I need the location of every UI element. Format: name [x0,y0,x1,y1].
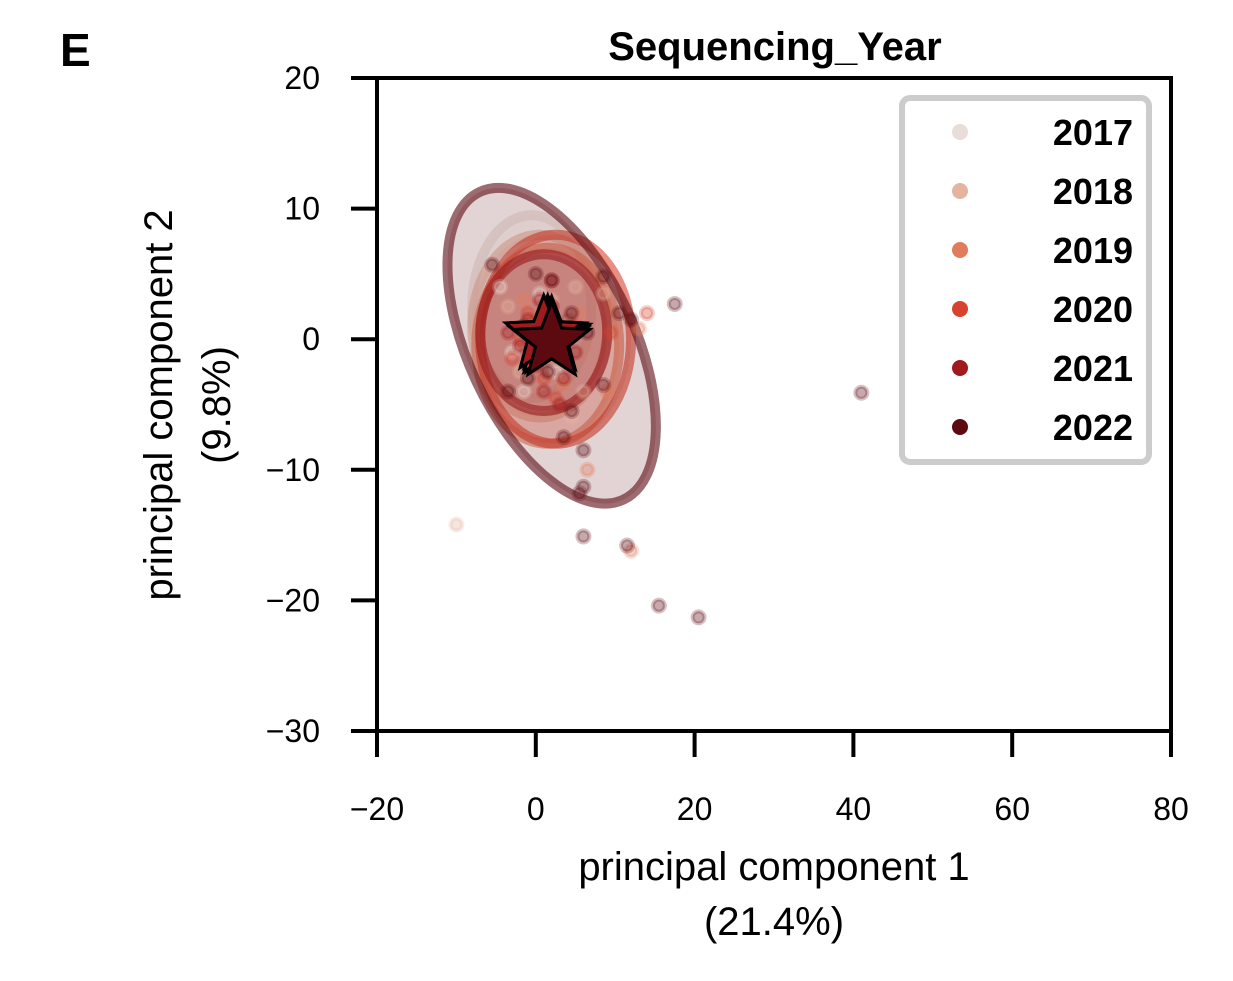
data-point-2019 [599,383,616,400]
legend-items: 2017 2018 2019 2020 2021 2022 [952,112,1133,448]
data-point-2017 [503,344,520,361]
data-point-2021 [535,383,552,400]
data-point-2022 [527,265,544,282]
data-point-2019 [571,305,588,322]
data-point-2017 [515,383,532,400]
data-point-2022 [595,268,612,285]
data-point-2022 [575,442,592,459]
data-point-2022 [853,384,870,401]
data-point-2020 [603,324,620,341]
data-points [448,256,870,626]
x-axis-ticks: −20 0 20 40 60 80 [350,731,1189,827]
data-point-2017 [547,363,564,380]
data-point-2018 [595,285,612,302]
y-axis-label-percent: (9.8%) [195,346,239,464]
y-axis-label: principal component 2 [137,209,181,600]
legend-label-2021: 2021 [1053,348,1133,389]
y-tick-label: −30 [266,713,320,749]
data-point-2019 [623,542,640,559]
data-point-2018 [575,383,592,400]
y-tick-label: 0 [302,321,320,357]
legend-label-2018: 2018 [1053,171,1133,212]
data-point-2022 [623,311,640,328]
data-point-2018 [563,409,580,426]
data-point-2020 [638,305,655,322]
legend-label-2020: 2020 [1053,289,1133,330]
x-axis-label: principal component 1 [578,845,969,889]
legend-marker-2019 [952,242,968,258]
data-point-2021 [551,396,568,413]
x-tick-label: −20 [350,791,404,827]
data-point-2018 [500,298,517,315]
data-point-2020 [535,370,552,387]
data-point-2022 [666,295,683,312]
y-tick-label: 20 [284,60,320,96]
data-point-2022 [575,528,592,545]
x-tick-label: 40 [836,791,872,827]
x-tick-label: 20 [677,791,713,827]
legend-marker-2018 [952,183,968,199]
data-point-2022 [563,305,580,322]
data-point-2020 [547,389,564,406]
legend-label-2019: 2019 [1053,230,1133,271]
data-point-2019 [631,320,648,337]
data-point-2020 [503,350,520,367]
legend-label-2017: 2017 [1053,112,1133,153]
legend-label-2022: 2022 [1053,407,1133,448]
y-tick-label: 10 [284,191,320,227]
data-point-2020 [519,305,536,322]
data-point-2022 [543,272,560,289]
x-axis-label-percent: (21.4%) [704,900,844,944]
centroid-stars [501,291,594,378]
data-point-2017 [492,278,509,295]
data-point-2022 [484,256,501,273]
legend-marker-2021 [952,360,968,376]
legend: 2017 2018 2019 2020 2021 2022 [899,95,1152,465]
y-tick-label: −20 [266,582,320,618]
x-tick-label: 60 [994,791,1030,827]
chart-title: Sequencing_Year [608,25,941,69]
data-point-2022 [571,485,588,502]
plot-frame [375,76,1173,733]
data-point-2022 [690,609,707,626]
data-point-2019 [555,376,572,393]
y-tick-label: −10 [266,452,320,488]
plot-area [442,182,870,626]
data-point-2022 [539,363,556,380]
panel-label: E [60,24,91,76]
data-point-2019 [515,292,532,309]
centroid-star-2022 [509,297,594,378]
data-point-2022 [619,537,636,554]
data-point-2019 [579,461,596,478]
data-point-2021 [555,370,572,387]
legend-marker-2017 [952,124,968,140]
data-point-2022 [563,403,580,420]
data-point-2018 [448,516,465,533]
data-point-2022 [650,597,667,614]
data-point-2022 [595,376,612,393]
data-point-2022 [500,383,517,400]
data-point-2022 [555,429,572,446]
data-point-2022 [611,305,628,322]
data-point-2021 [543,272,560,289]
data-point-2022 [575,478,592,495]
data-point-2018 [567,278,584,295]
x-tick-label: 0 [527,791,545,827]
x-tick-label: 80 [1153,791,1189,827]
y-axis-ticks: 20 10 0 −10 −20 −30 [266,60,377,749]
legend-marker-2020 [952,301,968,317]
legend-marker-2022 [952,419,968,435]
